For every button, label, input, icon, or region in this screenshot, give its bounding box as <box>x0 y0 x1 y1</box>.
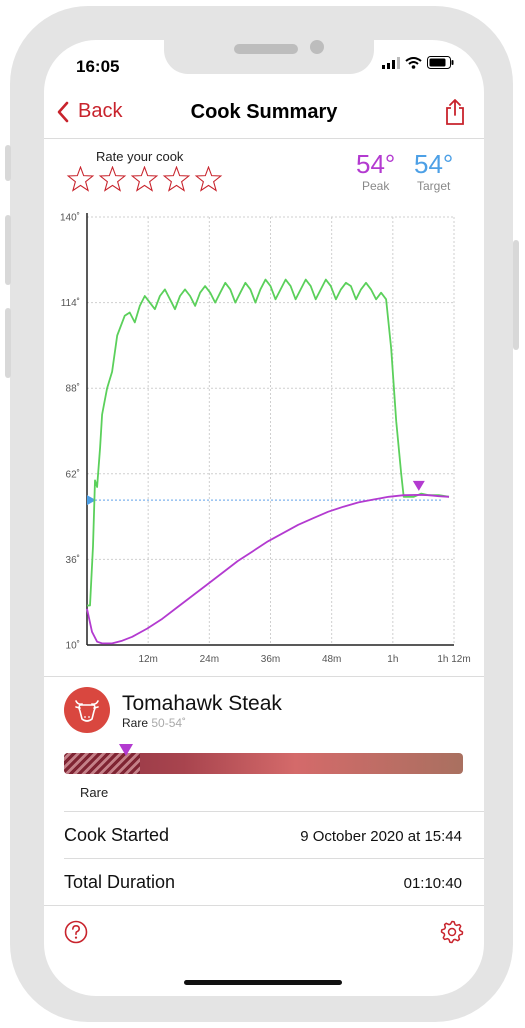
cook-started-label: Cook Started <box>64 825 170 845</box>
share-icon <box>446 99 464 125</box>
target-temp: 54° Target <box>414 149 453 193</box>
settings-button[interactable] <box>440 920 464 949</box>
rare-zone <box>64 753 140 774</box>
star-rating[interactable] <box>66 166 223 194</box>
divider <box>64 811 484 812</box>
speaker <box>234 44 298 54</box>
cow-icon <box>64 687 110 733</box>
mute-switch <box>5 145 11 181</box>
home-indicator[interactable] <box>184 980 342 985</box>
x-tick-label: 24m <box>200 654 219 665</box>
status-icons <box>382 56 454 69</box>
peak-temp: 54° Peak <box>356 149 395 193</box>
x-tick-label: 1h <box>387 654 398 665</box>
y-tick-label: 88˚ <box>66 383 80 395</box>
status-time: 16:05 <box>76 57 120 76</box>
star-icon[interactable] <box>162 166 191 194</box>
star-icon[interactable] <box>194 166 223 194</box>
y-tick-label: 36˚ <box>66 554 80 566</box>
duration-value: 01:10:40 <box>403 875 462 892</box>
help-icon <box>64 920 88 944</box>
x-tick-label: 12m <box>138 654 157 665</box>
doneness-info: Rare 50-54˚ <box>122 716 186 730</box>
chart-grid <box>87 216 455 645</box>
chevron-left-icon <box>57 101 69 122</box>
volume-down-button <box>5 308 11 378</box>
volume-up-button <box>5 215 11 285</box>
x-tick-label: 48m <box>322 654 341 665</box>
signal-icon <box>382 56 400 69</box>
doneness-label: Rare <box>122 716 149 730</box>
y-tick-label: 114˚ <box>61 297 80 309</box>
internal-temp-line <box>86 494 450 645</box>
phone-screen: 16:05 Back Cook Summary <box>44 40 484 996</box>
back-label: Back <box>78 100 123 122</box>
target-label: Target <box>416 179 451 193</box>
ambient-temp-line <box>87 278 450 607</box>
back-button[interactable]: Back <box>56 100 122 123</box>
y-tick-label: 140˚ <box>60 212 80 224</box>
star-icon[interactable] <box>98 166 127 194</box>
star-icon[interactable] <box>66 166 95 194</box>
battery-icon <box>427 56 454 69</box>
x-tick-label: 1h 12m <box>437 654 470 665</box>
share-button[interactable] <box>444 98 466 131</box>
temperature-chart[interactable]: 10˚ 36˚ 62˚ 88˚ 114˚ 140˚ 12m 24m 36m 48m 1h 1h 12m <box>44 208 484 678</box>
food-name: Tomahawk Steak <box>122 692 282 715</box>
x-tick-label: 36m <box>261 654 280 665</box>
divider <box>64 858 484 859</box>
divider <box>44 905 484 906</box>
peak-marker <box>412 480 425 491</box>
wifi-icon <box>405 56 422 69</box>
doneness-bar <box>64 753 463 774</box>
peak-label: Peak <box>361 179 390 193</box>
gear-icon <box>440 920 464 944</box>
camera <box>310 40 324 54</box>
divider <box>44 676 484 677</box>
y-tick-label: 10˚ <box>66 640 80 652</box>
star-icon[interactable] <box>130 166 159 194</box>
doneness-range: 50-54˚ <box>151 716 187 730</box>
power-button <box>513 240 519 350</box>
help-button[interactable] <box>64 920 88 949</box>
cook-started-value: 9 October 2020 at 15:44 <box>300 828 462 845</box>
duration-label: Total Duration <box>64 872 176 892</box>
doneness-marker <box>118 744 133 756</box>
target-value: 54° <box>414 149 454 179</box>
rate-label: Rate your cook <box>96 149 184 164</box>
y-tick-label: 62˚ <box>66 468 80 480</box>
doneness-bar-label: Rare <box>80 785 109 800</box>
target-marker <box>87 495 96 506</box>
peak-value: 54° <box>356 149 396 179</box>
navigation-bar: Back Cook Summary <box>44 96 484 139</box>
